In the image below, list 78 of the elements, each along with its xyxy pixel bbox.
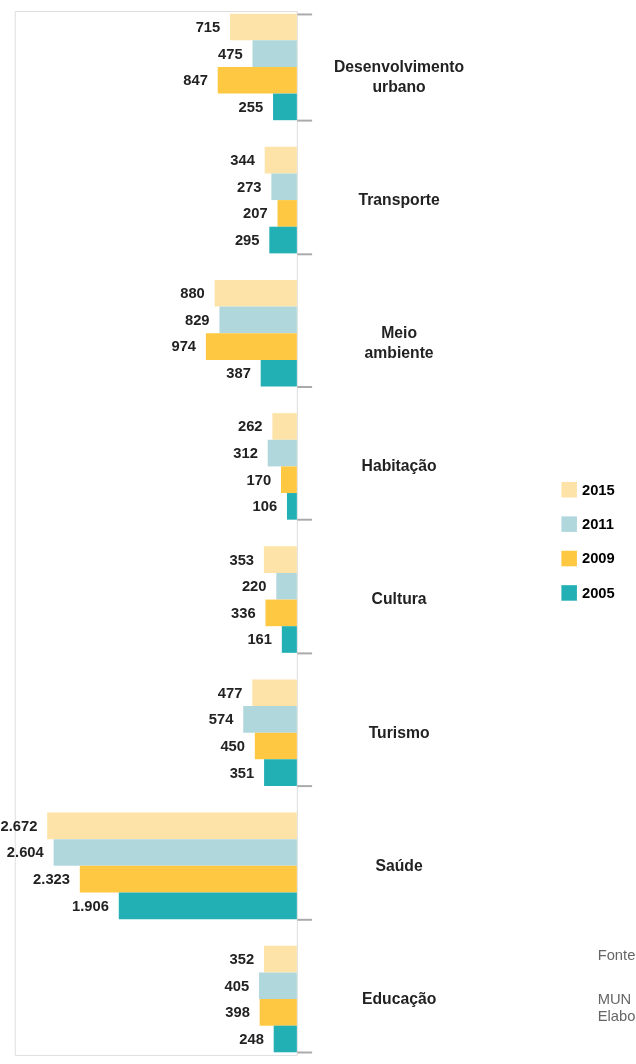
- legend-label: 2009: [581, 550, 615, 567]
- data-label: 106: [252, 498, 278, 515]
- bar: [118, 892, 297, 920]
- data-label: 477: [217, 684, 243, 701]
- data-label: 829: [184, 311, 210, 328]
- bar: [267, 439, 297, 467]
- data-label: 344: [230, 152, 256, 169]
- bar: [264, 146, 297, 174]
- text: MUN Elabo: [597, 990, 636, 1024]
- data-label: 352: [229, 951, 255, 967]
- bar: [265, 599, 297, 627]
- data-label: 248: [239, 1030, 264, 1047]
- data-label: 336: [231, 604, 256, 621]
- bar: [280, 466, 297, 494]
- data-label: 2.323: [33, 871, 70, 888]
- y-tick-label: Saúde: [375, 856, 423, 874]
- data-label: 475: [218, 45, 243, 62]
- data-label: 974: [171, 338, 197, 355]
- data-label: 273: [236, 178, 262, 195]
- bar: [53, 839, 297, 866]
- y-tick-label: Educação: [361, 989, 437, 1007]
- data-label: 255: [238, 98, 264, 115]
- bar: [263, 546, 297, 573]
- data-label: 351: [229, 764, 255, 781]
- data-label: 295: [234, 231, 260, 248]
- data-label: 715: [195, 18, 221, 35]
- data-label: 387: [226, 365, 251, 382]
- y-tick-label: Meio ambiente: [364, 324, 434, 361]
- text: Fonte: [597, 946, 636, 963]
- bar: [252, 40, 297, 67]
- data-label: 574: [208, 711, 235, 728]
- bar: [272, 413, 297, 440]
- bar: [269, 226, 297, 254]
- data-label: 450: [220, 737, 245, 754]
- data-label: 170: [246, 471, 272, 488]
- bar: [286, 493, 297, 520]
- bar: [264, 759, 297, 786]
- data-label: 312: [233, 445, 258, 461]
- y-tick-label: Desenvolvimento urbano: [334, 57, 465, 95]
- bar: [277, 200, 297, 227]
- bar: [259, 999, 297, 1026]
- y-tick-label: Transporte: [358, 191, 440, 209]
- bar: [263, 945, 297, 973]
- data-label: 353: [229, 551, 255, 568]
- data-label: 880: [180, 285, 205, 302]
- bar: [273, 1025, 297, 1053]
- data-label: 262: [237, 418, 263, 435]
- data-label: 405: [224, 977, 250, 994]
- bar: [259, 972, 297, 1000]
- data-label: 161: [247, 631, 272, 648]
- y-tick-label: Habitação: [361, 457, 437, 475]
- bar: [47, 812, 297, 840]
- data-label: 847: [183, 72, 208, 89]
- bar: [271, 173, 297, 201]
- data-label: 1.906: [72, 897, 109, 914]
- data-label: 220: [241, 578, 267, 595]
- bar: [219, 306, 297, 334]
- y-tick-label: Cultura: [371, 590, 427, 608]
- data-label: 398: [225, 1004, 250, 1021]
- data-label: 2.672: [0, 817, 38, 834]
- bar: [276, 572, 297, 600]
- bar: [230, 13, 297, 41]
- bar: [205, 333, 297, 360]
- legend-label: 2011: [581, 516, 614, 533]
- bar: [254, 732, 297, 760]
- y-tick-label: Turismo: [368, 723, 430, 741]
- bar: [260, 359, 297, 387]
- bar: [214, 279, 297, 307]
- bar: [217, 66, 297, 94]
- data-label: 2.604: [6, 844, 45, 861]
- data-label: 207: [243, 205, 268, 222]
- bar: [243, 706, 297, 733]
- bar: [281, 626, 297, 653]
- bar: [252, 679, 297, 707]
- legend-label: 2005: [581, 584, 615, 601]
- bar: [79, 865, 297, 893]
- legend-label: 2015: [581, 481, 615, 498]
- bar: [273, 93, 297, 121]
